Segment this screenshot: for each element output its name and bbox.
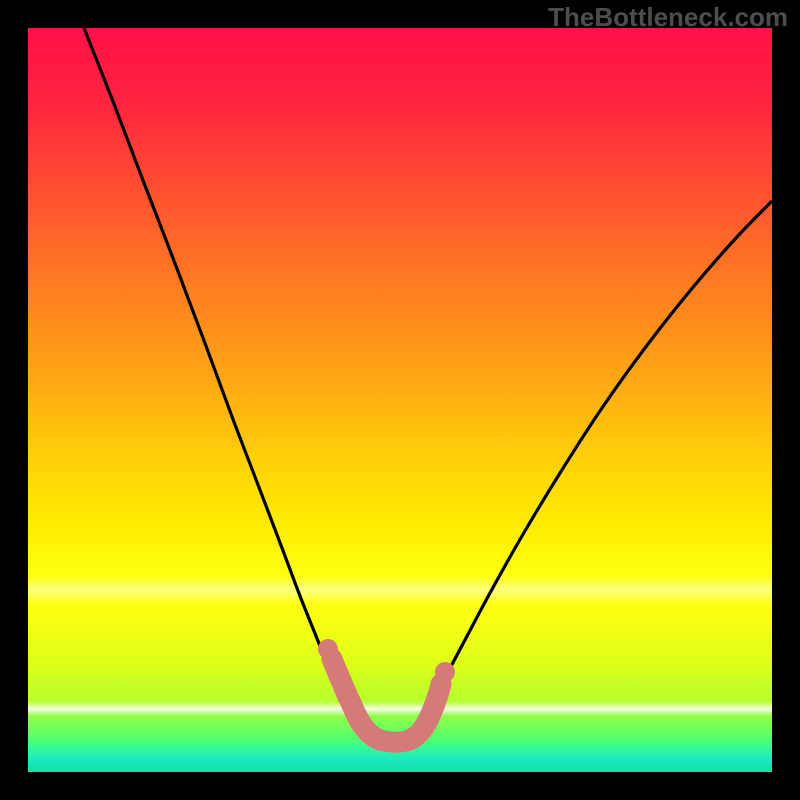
- frame-top: [0, 0, 800, 28]
- frame-right: [772, 0, 800, 800]
- frame-left: [0, 0, 28, 800]
- bottleneck-chart: [28, 28, 772, 772]
- gradient-background: [28, 28, 772, 772]
- frame-bottom: [0, 772, 800, 800]
